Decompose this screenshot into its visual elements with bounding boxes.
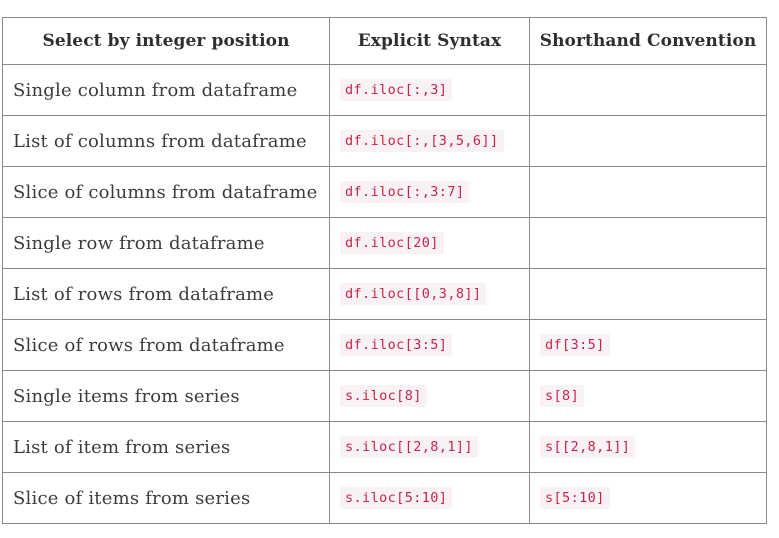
header-select-by-position: Select by integer position (2, 17, 330, 65)
shorthand-cell: s[5:10] (529, 472, 767, 524)
row-label: Single column from dataframe (2, 64, 330, 116)
row-label: Slice of rows from dataframe (2, 319, 330, 371)
shorthand-cell: df[3:5] (529, 319, 767, 371)
table-body: Single column from dataframe df.iloc[:,3… (2, 64, 767, 524)
shorthand-cell (529, 166, 767, 218)
row-label: Slice of columns from dataframe (2, 166, 330, 218)
table-row: Slice of items from series s.iloc[5:10] … (2, 472, 767, 524)
explicit-code: df.iloc[20] (340, 232, 444, 254)
explicit-code: df.iloc[:,3] (340, 79, 453, 101)
table-row: List of columns from dataframe df.iloc[:… (2, 115, 767, 167)
explicit-code: s.iloc[5:10] (340, 487, 453, 509)
explicit-cell: df.iloc[3:5] (329, 319, 530, 371)
header-explicit-syntax: Explicit Syntax (329, 17, 530, 65)
explicit-code: df.iloc[:,[3,5,6]] (340, 130, 504, 152)
table-row: List of item from series s.iloc[[2,8,1]]… (2, 421, 767, 473)
row-label: List of columns from dataframe (2, 115, 330, 167)
shorthand-cell (529, 64, 767, 116)
table-row: Single column from dataframe df.iloc[:,3… (2, 64, 767, 116)
shorthand-code: df[3:5] (540, 334, 610, 356)
explicit-cell: df.iloc[:,[3,5,6]] (329, 115, 530, 167)
explicit-cell: s.iloc[[2,8,1]] (329, 421, 530, 473)
table-row: List of rows from dataframe df.iloc[[0,3… (2, 268, 767, 320)
explicit-cell: s.iloc[5:10] (329, 472, 530, 524)
explicit-cell: df.iloc[:,3] (329, 64, 530, 116)
shorthand-code: s[8] (540, 385, 585, 407)
shorthand-code: s[[2,8,1]] (540, 436, 636, 458)
row-label: Slice of items from series (2, 472, 330, 524)
table-row: Single items from series s.iloc[8] s[8] (2, 370, 767, 422)
row-label: List of item from series (2, 421, 330, 473)
table-row: Slice of columns from dataframe df.iloc[… (2, 166, 767, 218)
explicit-code: s.iloc[[2,8,1]] (340, 436, 478, 458)
row-label: Single items from series (2, 370, 330, 422)
shorthand-cell (529, 268, 767, 320)
shorthand-cell (529, 217, 767, 269)
row-label: List of rows from dataframe (2, 268, 330, 320)
explicit-cell: df.iloc[20] (329, 217, 530, 269)
header-row: Select by integer position Explicit Synt… (2, 17, 767, 65)
explicit-code: s.iloc[8] (340, 385, 427, 407)
explicit-cell: df.iloc[:,3:7] (329, 166, 530, 218)
table-row: Slice of rows from dataframe df.iloc[3:5… (2, 319, 767, 371)
explicit-cell: df.iloc[[0,3,8]] (329, 268, 530, 320)
header-shorthand-convention: Shorthand Convention (529, 17, 767, 65)
shorthand-cell: s[8] (529, 370, 767, 422)
iloc-selection-table: Select by integer position Explicit Synt… (2, 17, 767, 524)
explicit-code: df.iloc[[0,3,8]] (340, 283, 487, 305)
shorthand-cell (529, 115, 767, 167)
explicit-code: df.iloc[:,3:7] (340, 181, 470, 203)
row-label: Single row from dataframe (2, 217, 330, 269)
table-row: Single row from dataframe df.iloc[20] (2, 217, 767, 269)
explicit-code: df.iloc[3:5] (340, 334, 453, 356)
shorthand-code: s[5:10] (540, 487, 610, 509)
shorthand-cell: s[[2,8,1]] (529, 421, 767, 473)
table-header: Select by integer position Explicit Synt… (2, 17, 767, 65)
explicit-cell: s.iloc[8] (329, 370, 530, 422)
